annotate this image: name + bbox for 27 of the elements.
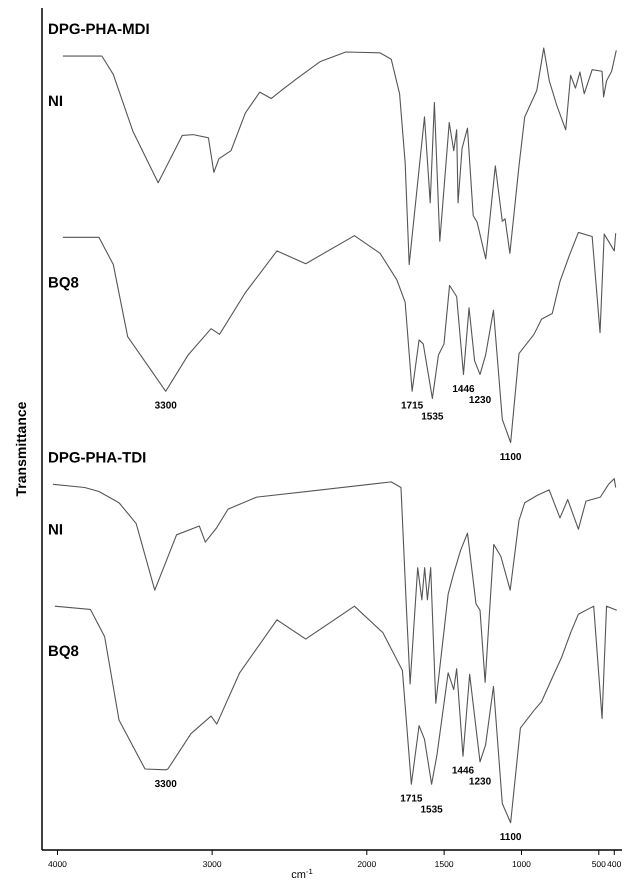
- annotation: 1715: [400, 400, 424, 412]
- annotation: 1535: [421, 412, 444, 423]
- annotation: 3300: [154, 400, 178, 412]
- text: NI: [48, 521, 63, 538]
- series-label: BQ8: [48, 643, 79, 660]
- x-tick-label: 3000: [202, 859, 222, 869]
- annotation: 1446: [452, 766, 475, 777]
- text: NI: [48, 93, 63, 110]
- annotation: 1100: [500, 452, 522, 463]
- x-axis-title: cm$^{-1}$: [291, 866, 313, 881]
- annotation: 1230: [468, 394, 492, 406]
- x-tick-label: 400: [607, 859, 622, 869]
- text: DPG-PHA-MDI: [48, 21, 150, 38]
- x-tick-label: 2000: [357, 859, 377, 869]
- y-axis-title: Transmittance: [13, 401, 29, 496]
- annotation: 1715: [400, 794, 423, 805]
- annotation: 3300: [154, 779, 178, 790]
- annotation: 1446: [452, 384, 476, 395]
- x-tick-label: 1500: [434, 859, 454, 869]
- annotation: DPG-PHA-TDI: [48, 449, 146, 466]
- annotation: 1535: [420, 804, 444, 816]
- annotation: 1230: [468, 776, 492, 788]
- x-tick-label: 500: [592, 859, 606, 869]
- text: BQ8: [48, 274, 79, 292]
- x-tick-label: 4000: [48, 859, 68, 869]
- x-tick-label: 1000: [512, 859, 532, 869]
- annotation: 1100: [500, 832, 522, 844]
